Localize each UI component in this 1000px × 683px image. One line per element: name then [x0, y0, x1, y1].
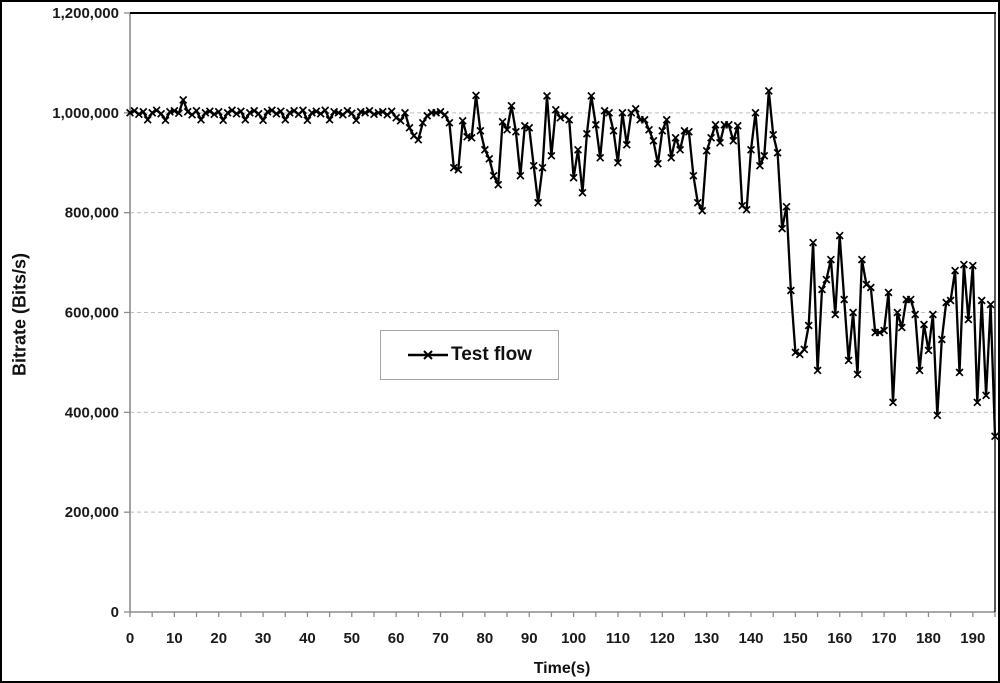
x-tick-label: 180: [916, 630, 941, 647]
x-tick-label: 130: [694, 630, 719, 647]
x-tick-label: 30: [255, 630, 272, 647]
y-axis-title: Bitrate (Bits/s): [9, 252, 30, 377]
x-tick-label: 60: [388, 630, 405, 647]
line-marker-icon: [408, 350, 449, 360]
y-tick-label: 1,200,000: [52, 5, 119, 22]
y-tick-label: 1,000,000: [52, 105, 119, 122]
x-tick-label: 0: [126, 630, 134, 647]
y-tick-label: 400,000: [65, 404, 119, 421]
x-tick-label: 150: [783, 630, 808, 647]
legend-label: Test flow: [451, 344, 532, 365]
legend: Test flow: [380, 330, 559, 380]
x-tick-label: 10: [166, 630, 183, 647]
x-tick-label: 90: [521, 630, 538, 647]
x-tick-label: 170: [872, 630, 897, 647]
x-tick-label: 140: [739, 630, 764, 647]
y-tick-label: 800,000: [65, 205, 119, 222]
series-line: [128, 89, 997, 438]
x-tick-label: 40: [299, 630, 316, 647]
x-tick-label: 80: [477, 630, 494, 647]
x-axis-title: Time(s): [533, 660, 591, 677]
series-markers: [125, 86, 998, 441]
x-tick-label: 70: [432, 630, 449, 647]
x-tick-label: 20: [210, 630, 227, 647]
x-tick-label: 190: [960, 630, 985, 647]
x-tick-label: 100: [561, 630, 586, 647]
x-tick-label: 110: [606, 630, 630, 647]
x-tick-label: 120: [650, 630, 675, 647]
y-tick-label: 200,000: [65, 504, 119, 521]
x-tick-label: 160: [827, 630, 852, 647]
y-tick-label: 0: [111, 604, 119, 621]
y-tick-label: 600,000: [65, 305, 119, 322]
x-tick-label: 50: [343, 630, 360, 647]
